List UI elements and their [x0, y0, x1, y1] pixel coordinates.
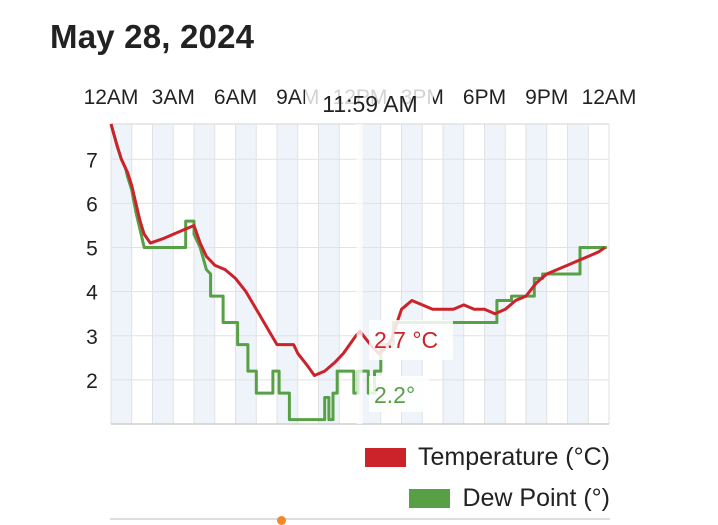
readout-temperature: 2.7 °C — [374, 327, 438, 353]
cursor-time-label: 11:59 AM — [322, 91, 417, 117]
y-axis-ticks: 2 3 4 5 6 7 — [86, 149, 98, 393]
scrubber-handle[interactable] — [277, 516, 286, 525]
grid-lines — [110, 123, 610, 425]
band — [443, 124, 464, 424]
scrubber-track[interactable] — [110, 518, 610, 520]
legend-swatch-dew-point — [409, 489, 451, 508]
x-tick-label: 6PM — [463, 86, 506, 109]
night-bands — [111, 124, 589, 424]
legend-swatch-temperature — [365, 448, 406, 467]
date-title: May 28, 2024 — [50, 18, 255, 55]
y-tick-label: 3 — [86, 326, 98, 349]
band — [152, 124, 174, 424]
band — [111, 124, 132, 424]
x-tick-label: 9PM — [525, 86, 568, 109]
band — [235, 124, 257, 424]
band — [277, 124, 298, 424]
y-tick-label: 2 — [86, 370, 98, 393]
x-tick-label: 3AM — [152, 86, 195, 109]
hover-cursor: 11:59 AM 2.7 °C 2.2° — [305, 84, 453, 424]
y-tick-label: 7 — [86, 149, 98, 172]
readout-dew-point-backdrop — [369, 376, 429, 412]
y-tick-label: 5 — [86, 238, 98, 261]
legend-label-dew-point: Dew Point (°) — [462, 484, 610, 512]
band — [318, 124, 340, 424]
band — [194, 124, 215, 424]
x-tick-label: 6AM — [214, 86, 257, 109]
cursor-highlight — [356, 124, 363, 424]
x-tick-label: 12AM — [84, 86, 139, 109]
dew-point-line — [109, 123, 607, 422]
legend-label-temperature: Temperature (°C) — [418, 443, 610, 471]
readout-temperature-backdrop — [369, 320, 453, 360]
legend-item-dew-point[interactable]: Dew Point (°) — [409, 484, 610, 513]
x-tick-label: 12AM — [582, 86, 637, 109]
readout-dew-point: 2.2° — [374, 382, 415, 408]
band — [484, 124, 506, 424]
temperature-line — [109, 123, 606, 377]
band — [526, 124, 547, 424]
y-tick-label: 6 — [86, 193, 98, 216]
y-tick-label: 4 — [86, 282, 98, 305]
series-lines — [109, 123, 607, 422]
cursor-time-backdrop — [305, 84, 433, 116]
legend-item-temperature[interactable]: Temperature (°C) — [365, 443, 610, 472]
